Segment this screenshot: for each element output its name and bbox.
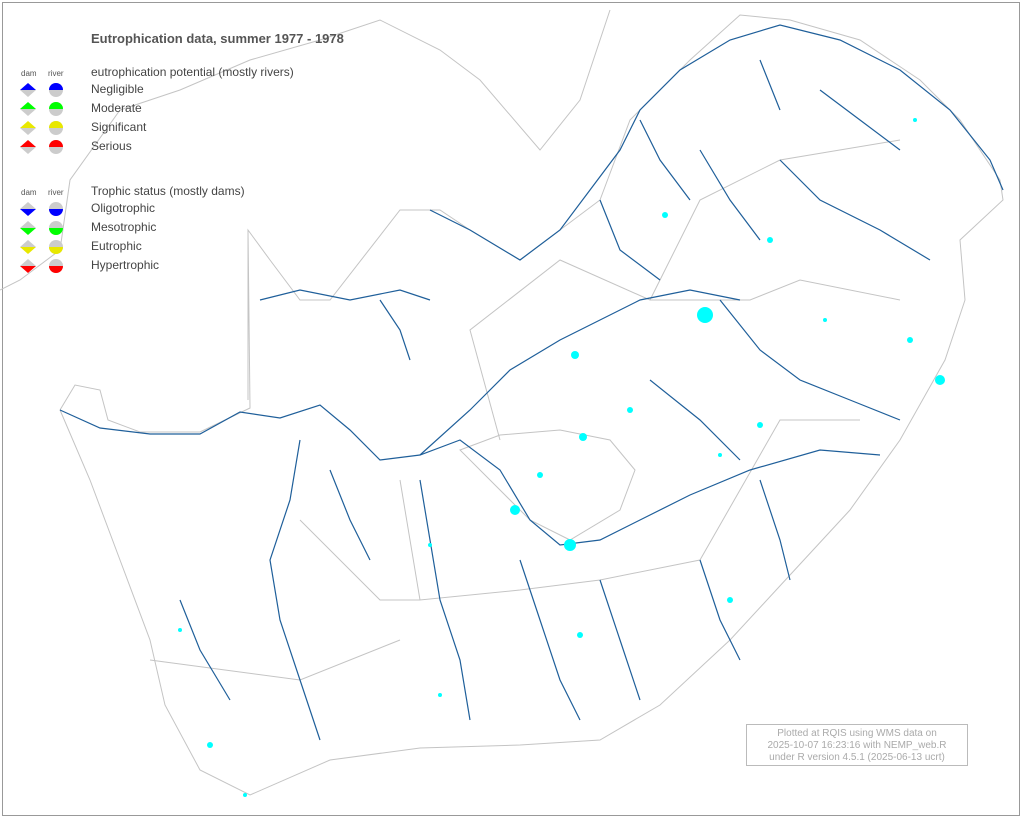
dam-symbol-icon [20, 259, 36, 273]
dam [579, 433, 587, 441]
river-symbol-icon [48, 83, 64, 97]
dams [178, 118, 945, 797]
dam-symbol-icon [20, 83, 36, 97]
legend-item-negligible: Negligible [91, 82, 144, 96]
river-orange [59, 404, 881, 546]
dam [727, 597, 733, 603]
province-border [149, 139, 901, 681]
dam-symbol-icon [20, 240, 36, 254]
dam [537, 472, 543, 478]
dam [662, 212, 668, 218]
dam-symbol-icon [20, 102, 36, 116]
dam [823, 318, 827, 322]
dam [428, 543, 432, 547]
legend-item-serious: Serious [91, 139, 132, 153]
legend-trophic-heading: Trophic status (mostly dams) [91, 184, 245, 198]
legend-potential-heading: eutrophication potential (mostly rivers) [91, 65, 294, 79]
legend-item-hypertrophic: Hypertrophic [91, 258, 160, 272]
dam [907, 337, 913, 343]
river-symbol-icon [48, 202, 64, 216]
legend-col-dam: dam [21, 69, 37, 78]
legend-col-river: river [48, 188, 64, 197]
river-west [259, 289, 431, 361]
dam [571, 351, 579, 359]
river-limpopo [429, 24, 1004, 261]
dam [935, 375, 945, 385]
river-symbol-icon [48, 221, 64, 235]
river-symbol-icon [48, 240, 64, 254]
dam-symbol-icon [20, 221, 36, 235]
river-vaal [419, 289, 741, 456]
legend-col-river: river [48, 69, 64, 78]
country-border [59, 14, 1004, 796]
neighbour-border [0, 9, 611, 291]
credit-line: Plotted at RQIS using WMS data on [777, 728, 937, 739]
dam [697, 307, 713, 323]
dam [627, 407, 633, 413]
credit-line: under R version 4.5.1 (2025-06-13 ucrt) [769, 752, 945, 763]
dam [510, 505, 520, 515]
legend-item-eutrophic: Eutrophic [91, 239, 142, 253]
credit-line: 2025-10-07 16:23:16 with NEMP_web.R [767, 740, 947, 751]
dam-symbol-icon [20, 140, 36, 154]
dam [577, 632, 583, 638]
river-north [639, 59, 901, 201]
legend-item-mesotrophic: Mesotrophic [91, 220, 157, 234]
river-symbol-icon [48, 140, 64, 154]
dam [767, 237, 773, 243]
river-symbol-icon [48, 121, 64, 135]
dam [564, 539, 576, 551]
lesotho-border [459, 429, 636, 541]
rivers [59, 24, 1004, 741]
legend-item-significant: Significant [91, 120, 147, 134]
river-symbol-icon [48, 102, 64, 116]
credit-box: Plotted at RQIS using WMS data on 2025-1… [746, 724, 968, 766]
dam [178, 628, 182, 632]
borders [0, 9, 1004, 796]
dam-symbol-icon [20, 202, 36, 216]
legend-item-moderate: Moderate [91, 101, 142, 115]
river-east [599, 149, 931, 461]
dam [243, 793, 247, 797]
river-symbol-icon [48, 259, 64, 273]
dam [438, 693, 442, 697]
river-karoo [179, 439, 791, 741]
map-title: Eutrophication data, summer 1977 - 1978 [91, 31, 344, 46]
legend-item-oligotrophic: Oligotrophic [91, 201, 156, 215]
dam-symbol-icon [20, 121, 36, 135]
dam [913, 118, 917, 122]
dam [718, 453, 722, 457]
legend-col-dam: dam [21, 188, 37, 197]
dam [757, 422, 763, 428]
dam [207, 742, 213, 748]
